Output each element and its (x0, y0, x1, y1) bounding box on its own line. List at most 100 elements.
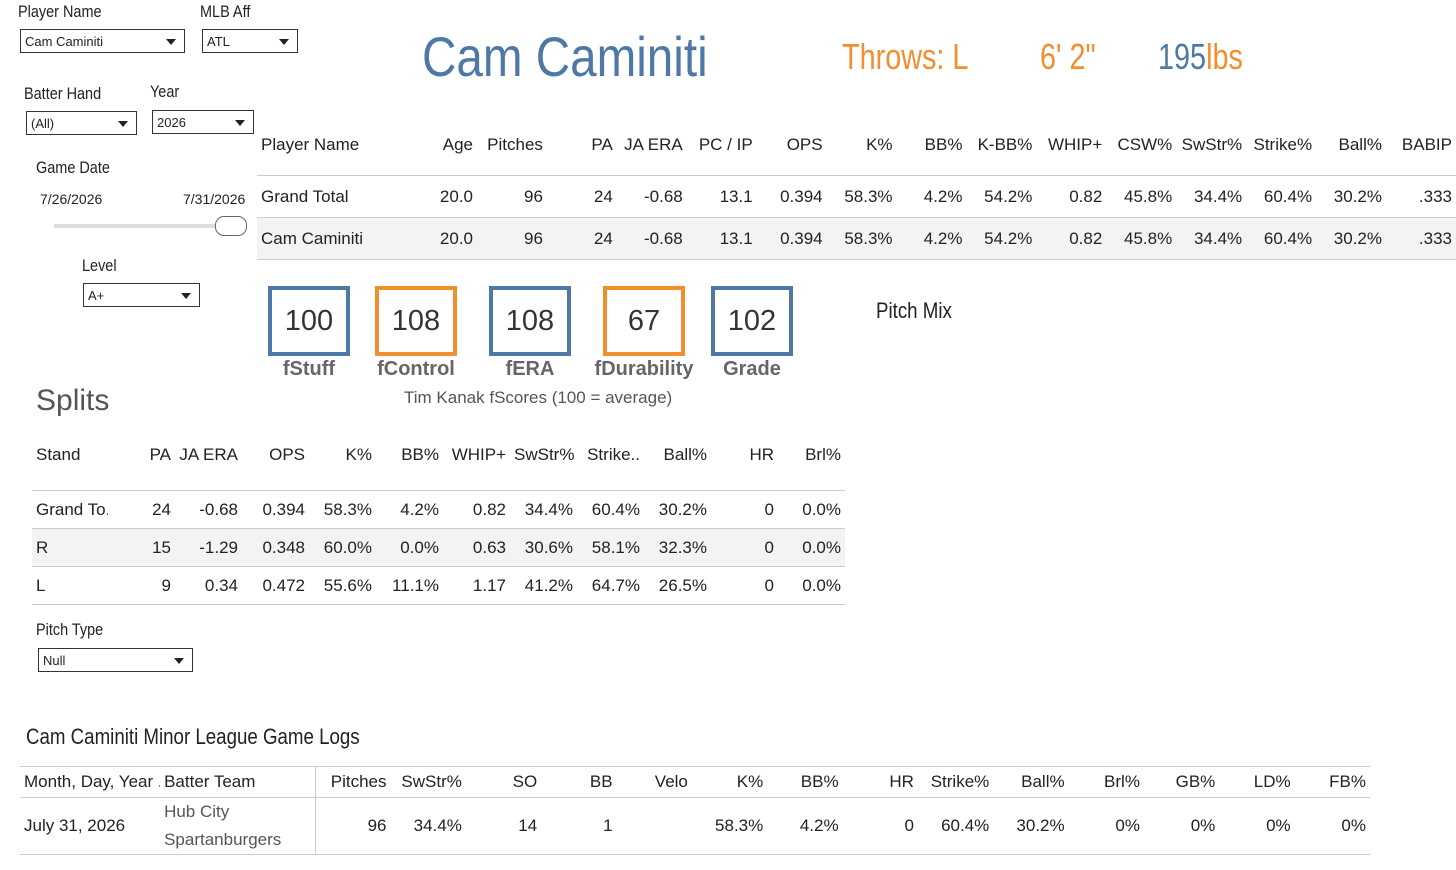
table-cell: 0.82 (1036, 175, 1107, 218)
table-cell: 30.6% (510, 528, 577, 567)
filter-label: Player Name (18, 2, 102, 21)
table-cell: 0.0% (778, 566, 845, 605)
column-header: BB% (924, 135, 963, 154)
filter-label: MLB Aff (200, 2, 251, 21)
table-cell: 0.0% (376, 528, 443, 567)
column-header: K% (866, 135, 893, 154)
table-cell: 24 (546, 217, 617, 260)
aff-dropdown[interactable]: ATL (202, 29, 298, 53)
table-cell: 4.2% (767, 797, 843, 855)
column-header: BABIP (1401, 135, 1452, 154)
column-header: PA (108, 420, 175, 491)
header-row: Player Name Age Pitches PA JA ERA PC / IP OPS K… (257, 115, 1456, 176)
column-header: Pitches (487, 135, 543, 154)
table-cell: 0.394 (756, 217, 827, 260)
table-cell: 32.3% (644, 528, 711, 567)
column-header: Brl% (1068, 766, 1144, 798)
table-cell: 96 (477, 175, 547, 218)
table-cell: 54.2% (966, 217, 1037, 260)
table-cell: 4.2% (376, 490, 443, 529)
filter-label: Batter Hand (24, 84, 102, 103)
table-cell: 0.0% (778, 490, 845, 529)
table-cell: 30.2% (1316, 217, 1386, 260)
column-header: Strike% (1253, 135, 1313, 154)
table-cell: .333 (1385, 175, 1456, 218)
table-cell: 30.2% (644, 490, 711, 529)
table-row: Grand Total 20.0 96 24 -0.68 13.1 0.394 58.3% 4.… (257, 175, 1456, 218)
table-cell: 58.3% (826, 217, 897, 260)
throws: Throws: L (842, 36, 969, 77)
column-header: Ball% (1338, 135, 1382, 154)
table-cell: 60.4% (577, 490, 644, 529)
table-cell: 58.3% (826, 175, 897, 218)
column-header: OPS (242, 420, 309, 491)
table-cell: -1.29 (175, 528, 242, 567)
game-logs-title: Cam Caminiti Minor League Game Logs (26, 724, 360, 749)
fscore-box: 102 (711, 286, 793, 356)
table-cell: -0.68 (616, 175, 687, 218)
table-cell: 24 (108, 490, 175, 529)
column-header: Batter Team (160, 766, 316, 798)
filter-label: Pitch Type (36, 620, 104, 639)
table-cell: 0.394 (756, 175, 827, 218)
pitch-type-dropdown[interactable]: Null (38, 648, 193, 672)
table-cell: 0% (1068, 797, 1144, 855)
fscores-caption: Tim Kanak fScores (100 = average) (404, 388, 673, 407)
table-cell: 13.1 (686, 175, 757, 218)
table-cell: 34.4% (1176, 175, 1247, 218)
table-cell: 58.3% (309, 490, 376, 529)
column-header: BB (541, 766, 617, 798)
column-header: BB% (376, 420, 443, 491)
date-slider-track[interactable] (54, 224, 240, 228)
column-header: K-BB% (977, 135, 1033, 154)
table-cell: 60.4% (917, 797, 994, 855)
column-header: Strike% (917, 766, 994, 798)
table-cell: 0.63 (443, 528, 510, 567)
table-cell: 20.0 (407, 217, 477, 260)
fscore-label: fERA (505, 358, 555, 380)
table-cell: 41.2% (510, 566, 577, 605)
table-cell: 0% (1143, 797, 1220, 855)
table-cell: 55.6% (309, 566, 376, 605)
table-cell: 0 (711, 490, 778, 529)
table-cell: 20.0 (407, 175, 477, 218)
table-cell: 58.1% (577, 528, 644, 567)
fscore-box: 100 (268, 286, 350, 356)
table-cell: Grand To.. (32, 490, 108, 529)
date-slider-handle[interactable] (215, 216, 247, 236)
table-cell: 34.4% (1176, 217, 1247, 260)
filter-label: Level (82, 256, 117, 275)
column-header: Pitches (315, 766, 391, 798)
fscore-label: Grade (723, 358, 781, 380)
table-cell: Hub City Spartanburgers (160, 797, 316, 855)
height: 6' 2" (1040, 36, 1096, 77)
table-cell: 54.2% (966, 175, 1037, 218)
hand-dropdown[interactable]: (All) (26, 111, 137, 135)
column-header: PA (591, 135, 613, 154)
column-header: K% (691, 766, 768, 798)
table-cell: .333 (1385, 217, 1456, 260)
table-cell: 0.472 (242, 566, 309, 605)
filter-label: Year (150, 82, 180, 101)
table-cell: 4.2% (896, 217, 967, 260)
table-cell: 30.2% (1316, 175, 1386, 218)
table-cell: 0.34 (175, 566, 242, 605)
table-cell (616, 797, 692, 855)
column-header: SwStr% (510, 420, 577, 491)
column-header: Ball% (644, 420, 711, 491)
fscore-label: fControl (377, 358, 455, 380)
column-header: CSW% (1117, 135, 1173, 154)
column-header: Age (442, 135, 473, 154)
table-cell: 64.7% (577, 566, 644, 605)
level-dropdown[interactable]: A+ (83, 283, 200, 307)
fscore-box: 108 (489, 286, 571, 356)
column-header: SO (465, 766, 542, 798)
table-cell: 30.2% (993, 797, 1069, 855)
year-dropdown[interactable]: 2026 (152, 110, 254, 134)
column-header: Brl% (778, 420, 845, 491)
column-header: SwStr% (1181, 135, 1243, 154)
table-cell: 0.82 (1036, 217, 1107, 260)
column-header: HR (842, 766, 918, 798)
column-header: K% (309, 420, 376, 491)
player-dropdown[interactable]: Cam Caminiti (20, 29, 185, 53)
